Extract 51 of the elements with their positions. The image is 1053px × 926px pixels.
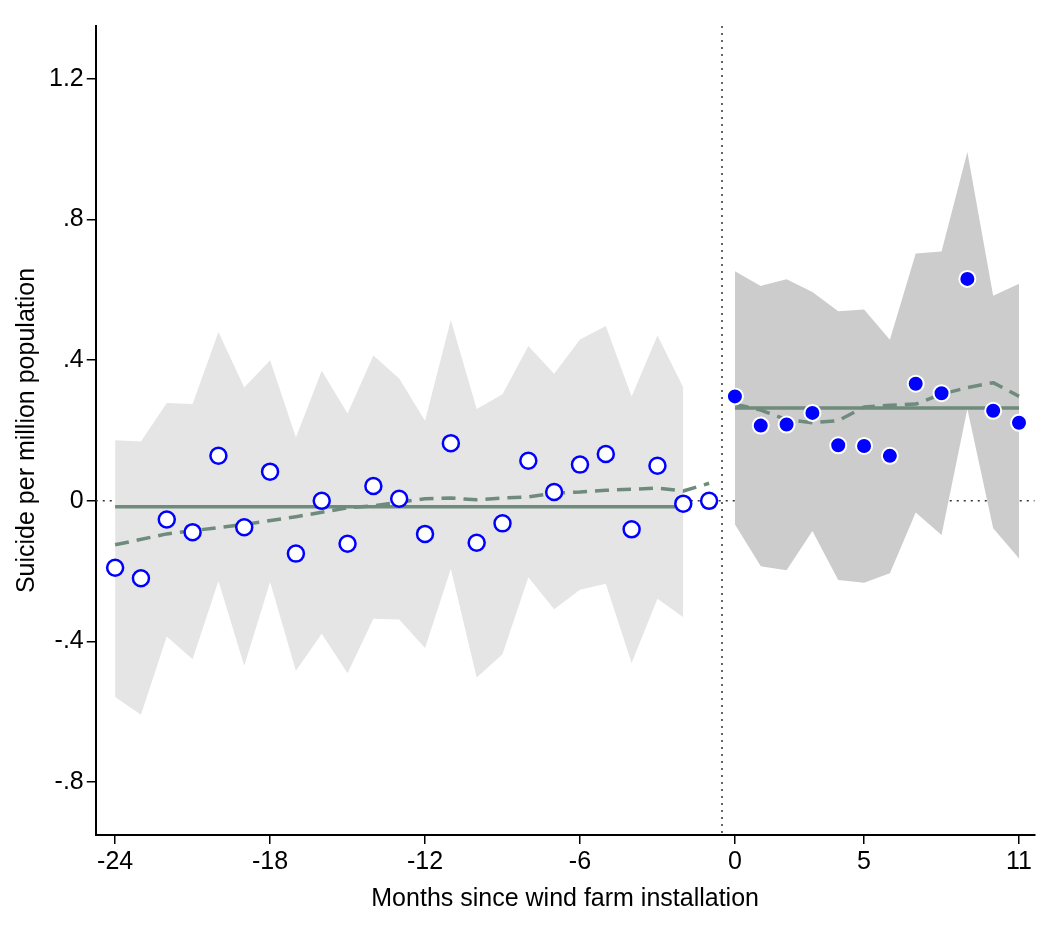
- point: [803, 403, 822, 422]
- x-axis-title: Months since wind farm installation: [371, 882, 759, 911]
- point: [312, 491, 331, 511]
- x-tick-label: -6: [568, 845, 592, 874]
- point: [467, 533, 486, 552]
- x-tick-label: -18: [252, 845, 289, 874]
- y-axis-title: Suicide per million population: [10, 267, 39, 594]
- x-tick-label: 5: [857, 845, 872, 874]
- point: [648, 456, 667, 475]
- y-tick-label: -.4: [54, 625, 84, 654]
- point: [906, 374, 925, 393]
- point: [493, 514, 512, 533]
- point: [855, 436, 874, 455]
- point: [958, 269, 977, 288]
- point: [286, 544, 306, 563]
- x-tick-label: 11: [1006, 845, 1032, 874]
- point: [131, 568, 151, 588]
- point: [260, 462, 280, 481]
- point: [570, 455, 590, 474]
- y-tick-label: 0: [69, 484, 84, 513]
- point: [725, 387, 744, 406]
- point: [415, 524, 435, 544]
- point: [389, 489, 409, 508]
- point: [699, 491, 719, 511]
- y-tick-label: .8: [62, 203, 84, 232]
- point: [235, 517, 254, 537]
- point: [596, 444, 616, 464]
- point: [674, 494, 693, 513]
- point: [751, 416, 770, 435]
- x-tick-label: -24: [97, 845, 134, 874]
- point: [105, 558, 125, 577]
- x-tick-label: 0: [727, 845, 742, 874]
- point: [364, 476, 383, 496]
- point: [984, 401, 1003, 420]
- point: [183, 522, 202, 542]
- point: [829, 436, 848, 455]
- point: [544, 482, 564, 502]
- y-tick-label: .4: [62, 344, 84, 373]
- y-tick-label: -.8: [54, 766, 84, 795]
- point: [209, 446, 228, 466]
- point: [622, 520, 641, 539]
- point: [932, 384, 951, 403]
- line-series: [113, 481, 711, 547]
- point: [157, 510, 177, 529]
- point: [441, 433, 461, 453]
- point: [777, 415, 796, 434]
- y-tick-label: 1.2: [48, 62, 84, 91]
- point: [519, 451, 538, 470]
- point: [880, 446, 899, 465]
- point: [338, 534, 357, 554]
- x-tick-label: -12: [406, 845, 444, 874]
